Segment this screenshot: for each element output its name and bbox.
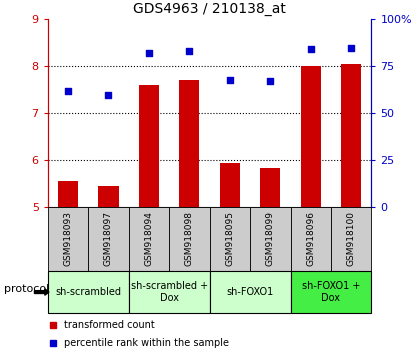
Bar <box>300 67 321 207</box>
Text: GSM918097: GSM918097 <box>104 211 113 267</box>
Bar <box>88 207 129 271</box>
Point <box>227 77 233 82</box>
Point <box>146 50 152 56</box>
Bar <box>250 207 290 271</box>
Text: GSM918099: GSM918099 <box>266 211 275 267</box>
Point <box>348 45 354 50</box>
Bar <box>98 186 119 207</box>
Bar <box>48 207 88 271</box>
Point <box>105 92 112 97</box>
Bar <box>210 271 290 313</box>
Text: sh-scrambled +
Dox: sh-scrambled + Dox <box>131 281 208 303</box>
Bar <box>331 207 371 271</box>
Bar <box>139 85 159 207</box>
Text: GSM918098: GSM918098 <box>185 211 194 267</box>
Bar <box>220 162 240 207</box>
Bar <box>169 207 210 271</box>
Bar <box>48 271 129 313</box>
Point <box>308 47 314 52</box>
Text: protocol: protocol <box>4 284 49 293</box>
Bar <box>179 80 200 207</box>
Text: GSM918096: GSM918096 <box>306 211 315 267</box>
Point <box>267 79 273 84</box>
Bar <box>290 207 331 271</box>
Point <box>65 88 71 93</box>
Title: GDS4963 / 210138_at: GDS4963 / 210138_at <box>133 2 286 16</box>
Text: GSM918100: GSM918100 <box>347 211 356 267</box>
Bar <box>210 207 250 271</box>
Text: transformed count: transformed count <box>64 320 155 330</box>
Text: sh-FOXO1: sh-FOXO1 <box>227 287 273 297</box>
Bar <box>129 271 210 313</box>
Text: GSM918094: GSM918094 <box>144 211 154 267</box>
Bar <box>129 207 169 271</box>
Text: GSM918093: GSM918093 <box>63 211 73 267</box>
Text: percentile rank within the sample: percentile rank within the sample <box>64 338 229 348</box>
Text: GSM918095: GSM918095 <box>225 211 234 267</box>
Bar <box>58 181 78 207</box>
Point <box>186 48 193 54</box>
Bar <box>290 271 371 313</box>
Bar <box>341 64 361 207</box>
Text: sh-scrambled: sh-scrambled <box>55 287 121 297</box>
Text: sh-FOXO1 +
Dox: sh-FOXO1 + Dox <box>302 281 360 303</box>
Bar <box>260 168 281 207</box>
